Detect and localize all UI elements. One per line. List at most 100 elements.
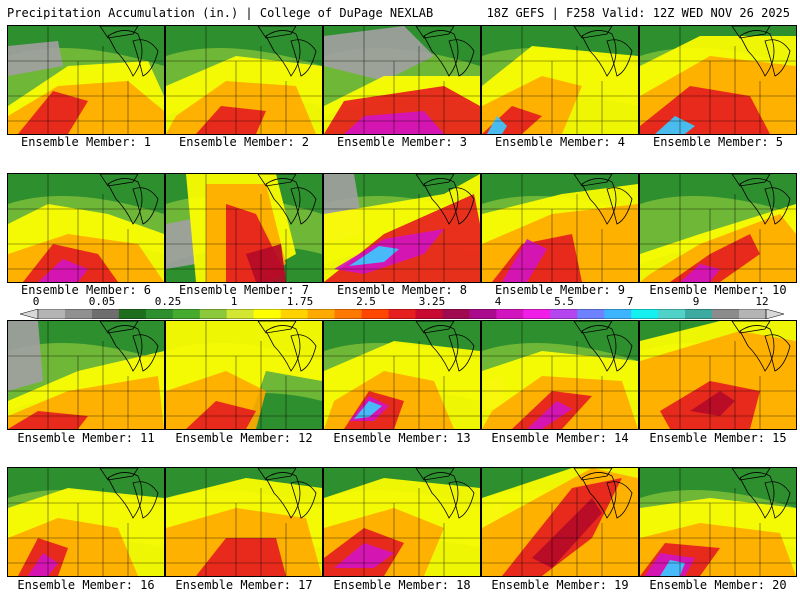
great-lakes-outline: [107, 30, 143, 77]
title-left: Precipitation Accumulation (in.) | Colle…: [7, 6, 434, 20]
colorbar-tick-label: 0: [32, 295, 40, 308]
great-lakes-outline: [606, 334, 633, 372]
great-lakes-outline: [739, 178, 775, 225]
precip-contour: [349, 246, 399, 266]
title-right: 18Z GEFS | F258 Valid: 12Z WED NOV 26 20…: [486, 6, 790, 20]
ensemble-member-map: [481, 173, 639, 283]
member-label: Ensemble Member: 4: [494, 135, 626, 149]
colorbar-swatch: [334, 309, 363, 319]
member-label: Ensemble Member: 5: [652, 135, 784, 149]
great-lakes-outline: [415, 26, 455, 39]
colorbar-swatch: [442, 309, 470, 319]
great-lakes-outline: [415, 468, 455, 481]
colorbar-tick-label: 9: [692, 295, 700, 308]
colorbar-tick-label: 1.75: [286, 295, 314, 308]
colorbar-swatch: [712, 309, 740, 319]
ensemble-member-map: [165, 467, 323, 577]
ensemble-member-map: [323, 467, 481, 577]
great-lakes-outline: [448, 334, 475, 372]
great-lakes-outline: [606, 39, 633, 77]
colorbar-tick-label: 0.05: [88, 295, 116, 308]
precipitation-field: [324, 468, 480, 576]
colorbar-left-arrow: [20, 309, 39, 319]
great-lakes-outline: [290, 334, 317, 372]
great-lakes-outline: [731, 468, 771, 481]
precip-contour: [655, 116, 695, 134]
great-lakes-outline: [99, 468, 139, 481]
great-lakes-outline: [257, 468, 297, 481]
ensemble-member-map: [481, 25, 639, 135]
member-label: Ensemble Member: 18: [333, 578, 471, 592]
colorbar-swatch: [496, 309, 524, 319]
great-lakes-outline: [448, 39, 475, 77]
great-lakes-outline: [739, 30, 775, 77]
great-lakes-outline: [132, 334, 159, 372]
precipitation-field: [8, 468, 164, 576]
great-lakes-outline: [423, 325, 459, 372]
member-label: Ensemble Member: 3: [336, 135, 468, 149]
ensemble-member-map: [639, 467, 797, 577]
colorbar-swatch: [658, 309, 686, 319]
colorbar-tick-label: 2.5: [356, 295, 376, 308]
member-label: Ensemble Member: 7: [178, 283, 310, 297]
member-label: Ensemble Member: 9: [494, 283, 626, 297]
precip-contour: [640, 214, 796, 282]
colorbar-tick-label: 3.25: [418, 295, 446, 308]
great-lakes-outline: [581, 472, 617, 519]
member-label: Ensemble Member: 6: [20, 283, 152, 297]
great-lakes-outline: [739, 472, 775, 519]
colorbar-swatch: [307, 309, 336, 319]
great-lakes-outline: [731, 26, 771, 39]
precip-contour: [38, 259, 88, 282]
precipitation-field: [482, 468, 638, 576]
ensemble-member-map: [323, 173, 481, 283]
precipitation-field: [166, 174, 322, 282]
great-lakes-outline: [290, 481, 317, 519]
colorbar-tick-label: 5.5: [554, 295, 574, 308]
precip-contour: [690, 391, 735, 416]
member-label: Ensemble Member: 19: [491, 578, 629, 592]
colorbar-swatch: [145, 309, 174, 319]
precipitation-field: [482, 321, 638, 429]
precip-contour: [196, 106, 266, 134]
colorbar-swatch: [604, 309, 632, 319]
great-lakes-outline: [581, 178, 617, 225]
great-lakes-outline: [731, 174, 771, 187]
precip-contour: [324, 26, 434, 81]
member-label: Ensemble Member: 12: [175, 431, 313, 445]
great-lakes-outline: [573, 26, 613, 39]
colorbar-tick-label: 1: [230, 295, 238, 308]
precipitation-field: [8, 174, 164, 282]
colorbar-swatch: [280, 309, 309, 319]
ensemble-member-map: [7, 320, 165, 430]
great-lakes-outline: [764, 481, 791, 519]
precipitation-field: [640, 321, 796, 429]
great-lakes-outline: [257, 26, 297, 39]
precipitation-field: [482, 174, 638, 282]
great-lakes-outline: [581, 325, 617, 372]
great-lakes-outline: [99, 174, 139, 187]
precip-contour: [487, 116, 507, 134]
great-lakes-outline: [573, 468, 613, 481]
great-lakes-outline: [107, 178, 143, 225]
precip-contour: [246, 244, 286, 282]
member-label: Ensemble Member: 17: [175, 578, 313, 592]
precipitation-field: [324, 174, 480, 282]
ensemble-member-map: [7, 25, 165, 135]
great-lakes-outline: [415, 174, 455, 187]
colorbar-swatch: [226, 309, 255, 319]
colorbar-swatch: [253, 309, 282, 319]
precip-contour: [532, 498, 602, 568]
colorbar-swatch: [469, 309, 497, 319]
great-lakes-outline: [265, 30, 301, 77]
great-lakes-outline: [573, 321, 613, 334]
colorbar-frame: [37, 309, 767, 319]
ensemble-member-map: [481, 467, 639, 577]
great-lakes-outline: [132, 187, 159, 225]
colorbar-swatch: [64, 309, 93, 319]
precipitation-field: [8, 321, 164, 429]
precipitation-field: [482, 26, 638, 134]
great-lakes-outline: [257, 321, 297, 334]
great-lakes-outline: [573, 174, 613, 187]
great-lakes-outline: [290, 187, 317, 225]
